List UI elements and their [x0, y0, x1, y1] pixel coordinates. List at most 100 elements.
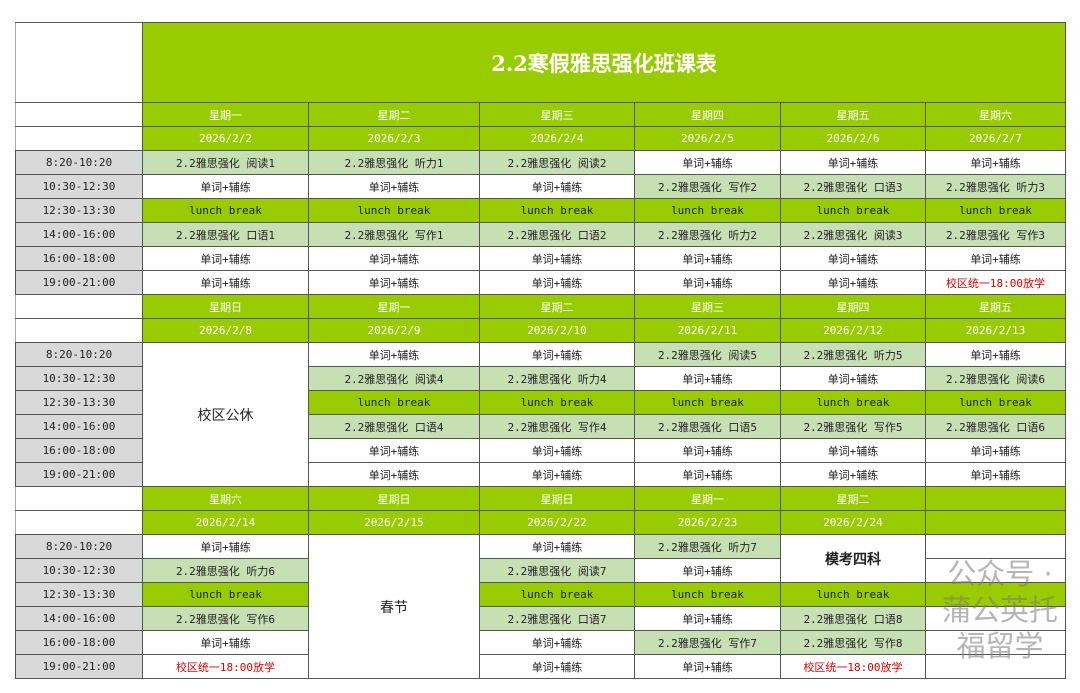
lunch-break-cell: lunch break — [308, 390, 480, 415]
table-row: 19:00-21:00 单词+辅练 单词+辅练 单词+辅练 单词+辅练 单词+辅练 — [15, 462, 1066, 487]
self-study-cell: 单词+辅练 — [142, 630, 309, 655]
date-header: 2026/2/23 — [634, 510, 781, 535]
date-header: 2026/2/12 — [780, 318, 926, 343]
date-header: 2026/2/6 — [780, 126, 926, 151]
weekday-header: 星期六 — [142, 486, 309, 511]
weekday-header: 星期一 — [634, 486, 781, 511]
time-header-blank — [15, 294, 143, 319]
merged-cell: 春节 — [308, 534, 480, 679]
self-study-cell: 单词+辅练 — [634, 438, 781, 463]
time-slot: 14:00-16:00 — [15, 414, 143, 439]
self-study-cell: 单词+辅练 — [925, 438, 1066, 463]
date-header: 2026/2/15 — [308, 510, 480, 535]
class-cell: 2.2雅思强化 写作1 — [308, 222, 480, 247]
self-study-cell: 单词+辅练 — [308, 438, 480, 463]
class-cell: 2.2雅思强化 口语2 — [479, 222, 635, 247]
time-slot: 16:00-18:00 — [15, 630, 143, 655]
table-row: 16:00-18:00 单词+辅练 单词+辅练 单词+辅练 单词+辅练 单词+辅练 单词+辅… — [15, 246, 1066, 271]
self-study-cell: 单词+辅练 — [634, 558, 781, 583]
class-cell: 2.2雅思强化 阅读2 — [479, 150, 635, 175]
time-slot: 19:00-21:00 — [15, 462, 143, 487]
lunch-break-cell: lunch break — [479, 582, 635, 607]
class-cell: 2.2雅思强化 听力7 — [634, 534, 781, 559]
date-row: 2026/2/8 2026/2/9 2026/2/10 2026/2/11 2026/2… — [15, 318, 1066, 343]
lunch-break-cell: lunch break — [479, 390, 635, 415]
class-cell: 2.2雅思强化 阅读3 — [780, 222, 926, 247]
self-study-cell: 单词+辅练 — [634, 366, 781, 391]
self-study-cell: 单词+辅练 — [308, 342, 480, 367]
self-study-cell: 单词+辅练 — [634, 150, 781, 175]
date-header: 2026/2/13 — [925, 318, 1066, 343]
class-cell: 2.2雅思强化 阅读6 — [925, 366, 1066, 391]
time-slot: 10:30-12:30 — [15, 174, 143, 199]
lunch-break-cell: lunch break — [780, 390, 926, 415]
date-header: 2026/2/4 — [479, 126, 635, 151]
class-cell: 2.2雅思强化 口语3 — [780, 174, 926, 199]
class-cell: 2.2雅思强化 写作2 — [634, 174, 781, 199]
lunch-break-cell: lunch break — [142, 582, 309, 607]
self-study-cell: 单词+辅练 — [142, 246, 309, 271]
self-study-cell: 单词+辅练 — [925, 150, 1066, 175]
self-study-cell: 单词+辅练 — [479, 654, 635, 679]
self-study-cell: 单词+辅练 — [479, 174, 635, 199]
class-cell: 2.2雅思强化 听力3 — [925, 174, 1066, 199]
class-cell: 2.2雅思强化 写作6 — [142, 606, 309, 631]
self-study-cell: 单词+辅练 — [142, 534, 309, 559]
time-slot: 12:30-13:30 — [15, 582, 143, 607]
weekday-header: 星期二 — [308, 102, 480, 127]
class-cell: 2.2雅思强化 写作7 — [634, 630, 781, 655]
weekday-header: 星期五 — [925, 294, 1066, 319]
weekday-header: 星期日 — [142, 294, 309, 319]
self-study-cell: 单词+辅练 — [780, 150, 926, 175]
class-cell: 2.2雅思强化 听力6 — [142, 558, 309, 583]
table-row: 12:30-13:30 lunch break lunch break lunch b… — [15, 582, 1066, 607]
corner-cell — [15, 22, 143, 103]
time-slot: 14:00-16:00 — [15, 222, 143, 247]
class-cell: 2.2雅思强化 口语5 — [634, 414, 781, 439]
time-slot: 12:30-13:30 — [15, 198, 143, 223]
self-study-cell: 单词+辅练 — [308, 462, 480, 487]
table-row: 16:00-18:00 单词+辅练 单词+辅练 2.2雅思强化 写作7 2.2雅思强化 … — [15, 630, 1066, 655]
date-header: 2026/2/3 — [308, 126, 480, 151]
class-cell: 2.2雅思强化 写作4 — [479, 414, 635, 439]
self-study-cell: 单词+辅练 — [142, 270, 309, 295]
weekday-header: 星期四 — [780, 294, 926, 319]
lunch-break-cell: lunch break — [479, 198, 635, 223]
self-study-cell: 单词+辅练 — [479, 630, 635, 655]
table-row: 8:20-10:20 2.2雅思强化 阅读1 2.2雅思强化 听力1 2.2雅思强化 … — [15, 150, 1066, 175]
lunch-break-cell: lunch break — [634, 390, 781, 415]
dismissal-note: 校区统一18:00放学 — [142, 654, 309, 679]
class-cell: 2.2雅思强化 口语8 — [780, 606, 926, 631]
time-slot: 10:30-12:30 — [15, 558, 143, 583]
lunch-break-cell: lunch break — [780, 582, 926, 607]
weekday-header: 星期一 — [308, 294, 480, 319]
time-slot: 19:00-21:00 — [15, 654, 143, 679]
class-cell: 2.2雅思强化 写作3 — [925, 222, 1066, 247]
table-row: 14:00-16:00 2.2雅思强化 口语1 2.2雅思强化 写作1 2.2雅思强化… — [15, 222, 1066, 247]
self-study-cell: 单词+辅练 — [479, 270, 635, 295]
class-cell: 2.2雅思强化 听力1 — [308, 150, 480, 175]
weekday-header: 星期一 — [142, 102, 309, 127]
lunch-break-cell: lunch break — [308, 198, 480, 223]
self-study-cell: 单词+辅练 — [142, 174, 309, 199]
self-study-cell: 单词+辅练 — [780, 438, 926, 463]
weekday-header: 星期三 — [634, 294, 781, 319]
table-row: 14:00-16:00 2.2雅思强化 口语4 2.2雅思强化 写作4 2.2雅思强化… — [15, 414, 1066, 439]
self-study-cell: 单词+辅练 — [925, 462, 1066, 487]
date-header: 2026/2/22 — [479, 510, 635, 535]
dismissal-note: 校区统一18:00放学 — [780, 654, 926, 679]
class-cell: 2.2雅思强化 口语6 — [925, 414, 1066, 439]
date-header: 2026/2/9 — [308, 318, 480, 343]
time-header-blank — [15, 126, 143, 151]
class-cell: 2.2雅思强化 阅读4 — [308, 366, 480, 391]
table-row: 10:30-12:30 单词+辅练 单词+辅练 单词+辅练 2.2雅思强化 写作2 2.2… — [15, 174, 1066, 199]
time-slot: 16:00-18:00 — [15, 438, 143, 463]
time-slot: 8:20-10:20 — [15, 342, 143, 367]
self-study-cell: 单词+辅练 — [780, 270, 926, 295]
date-header: 2026/2/7 — [925, 126, 1066, 151]
self-study-cell: 单词+辅练 — [634, 270, 781, 295]
weekday-header: 星期五 — [780, 102, 926, 127]
date-row: 2026/2/2 2026/2/3 2026/2/4 2026/2/5 2026/2/6… — [15, 126, 1066, 151]
class-cell: 2.2雅思强化 听力5 — [780, 342, 926, 367]
weekday-header: 星期日 — [479, 486, 635, 511]
